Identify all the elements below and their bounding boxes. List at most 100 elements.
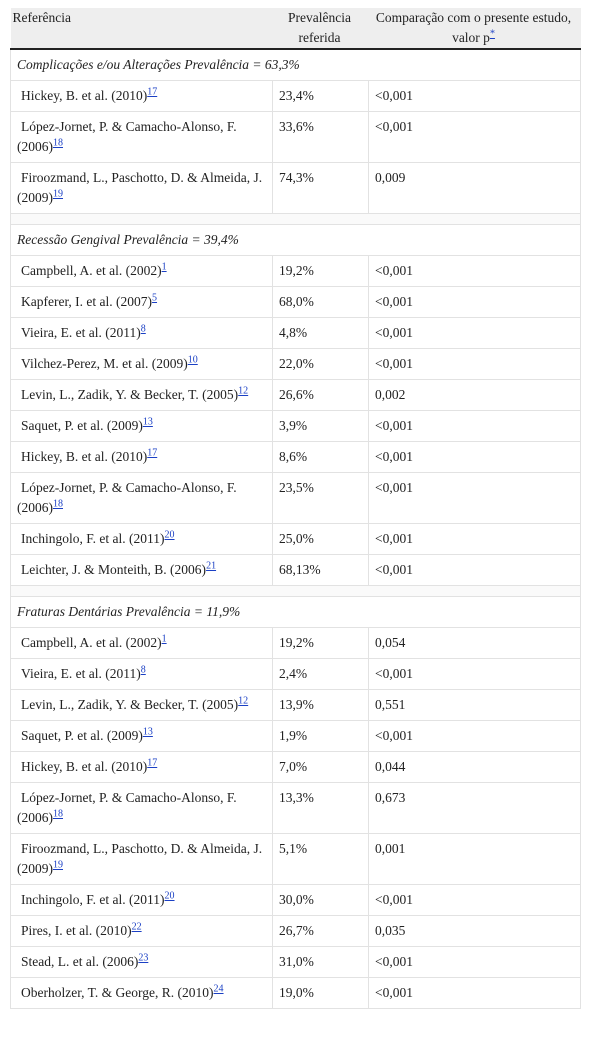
reference: López-Jornet, P. & Camacho-Alonso, F. (2…	[17, 480, 237, 515]
reference-link[interactable]: 5	[152, 292, 158, 304]
reference: Stead, L. et al. (2006)	[21, 954, 139, 969]
reference-sup: 20	[165, 530, 175, 541]
reference-sup: 23	[138, 953, 148, 964]
p-value: 0,001	[368, 833, 581, 885]
p-value: 0,002	[368, 379, 581, 411]
p-value: <0,001	[368, 80, 581, 112]
reference-link[interactable]: 18	[53, 498, 63, 510]
p-value: 0,009	[368, 162, 581, 214]
reference: Campbell, A. et al. (2002)	[21, 263, 162, 278]
data-row: Firoozmand, L., Paschotto, D. & Almeida,…	[10, 833, 581, 885]
reference-link[interactable]: 23	[138, 952, 149, 964]
reference: Inchingolo, F. et al. (2011)	[21, 892, 165, 907]
reference-link[interactable]: 1	[161, 261, 167, 273]
prevalence: 13,3%	[272, 782, 369, 834]
reference-link[interactable]: 20	[164, 890, 175, 902]
data-row: Oberholzer, T. & George, R. (2010)24 19,0…	[10, 977, 581, 1009]
data-row: Campbell, A. et al. (2002)1 19,2% 0,054	[10, 627, 581, 659]
reference: Firoozmand, L., Paschotto, D. & Almeida,…	[17, 170, 263, 205]
reference-link[interactable]: 24	[213, 983, 224, 995]
reference-sup: 10	[188, 355, 198, 366]
reference-link[interactable]: 17	[147, 757, 158, 769]
reference-cell: Oberholzer, T. & George, R. (2010)24	[10, 977, 273, 1009]
prevalence: 22,0%	[272, 348, 369, 380]
footnote-link[interactable]: *	[489, 28, 495, 40]
data-row: Kapferer, I. et al. (2007)5 68,0% <0,001	[10, 286, 581, 318]
reference-sup: 18	[53, 809, 63, 820]
p-value: 0,673	[368, 782, 581, 834]
reference-cell: Campbell, A. et al. (2002)1	[10, 255, 273, 287]
reference-cell: Firoozmand, L., Paschotto, D. & Almeida,…	[10, 162, 273, 214]
section-row: Complicações e/ou Alterações Prevalência…	[10, 49, 581, 81]
reference-link[interactable]: 18	[53, 808, 63, 820]
reference-sup: 5	[152, 293, 157, 304]
reference-link[interactable]: 17	[147, 86, 158, 98]
reference: López-Jornet, P. & Camacho-Alonso, F. (2…	[17, 119, 237, 154]
prevalence: 74,3%	[272, 162, 369, 214]
p-value: <0,001	[368, 554, 581, 586]
data-row: Campbell, A. et al. (2002)1 19,2% <0,001	[10, 255, 581, 287]
reference: Vieira, E. et al. (2011)	[21, 325, 141, 340]
p-value: <0,001	[368, 658, 581, 690]
reference-cell: Stead, L. et al. (2006)23	[10, 946, 273, 978]
p-value: <0,001	[368, 410, 581, 442]
data-row: López-Jornet, P. & Camacho-Alonso, F. (2…	[10, 472, 581, 524]
reference-link[interactable]: 8	[140, 664, 146, 676]
reference-cell: Saquet, P. et al. (2009)13	[10, 720, 273, 752]
reference-cell: Vilchez-Perez, M. et al. (2009)10	[10, 348, 273, 380]
prevalence: 33,6%	[272, 111, 369, 163]
p-value: <0,001	[368, 472, 581, 524]
reference-sup: 12	[238, 386, 248, 397]
reference-cell: Campbell, A. et al. (2002)1	[10, 627, 273, 659]
reference-sup: 21	[206, 561, 216, 572]
table-body: Complicações e/ou Alterações Prevalência…	[10, 49, 581, 1009]
reference: Hickey, B. et al. (2010)	[21, 88, 148, 103]
prevalence-table: Referência Prevalência referida Comparaç…	[10, 8, 581, 1009]
reference-link[interactable]: 1	[161, 633, 167, 645]
reference-link[interactable]: 13	[142, 416, 153, 428]
reference: Saquet, P. et al. (2009)	[21, 418, 143, 433]
reference-link[interactable]: 12	[238, 695, 249, 707]
section-row: Fraturas Dentárias Prevalência = 11,9%	[10, 596, 581, 628]
reference-cell: Inchingolo, F. et al. (2011)20	[10, 523, 273, 555]
prevalence: 68,13%	[272, 554, 369, 586]
reference-link[interactable]: 21	[206, 560, 217, 572]
reference: Campbell, A. et al. (2002)	[21, 635, 162, 650]
reference-link[interactable]: 22	[131, 921, 142, 933]
header-comparison: Comparação com o presente estudo, valor …	[368, 8, 581, 50]
reference-sup: 12	[238, 696, 248, 707]
reference-sup: 24	[214, 984, 224, 995]
reference-link[interactable]: 13	[142, 726, 153, 738]
reference-link[interactable]: 10	[187, 354, 198, 366]
header-prevalence: Prevalência referida	[272, 8, 369, 50]
reference-link[interactable]: 19	[53, 188, 63, 200]
prevalence: 5,1%	[272, 833, 369, 885]
reference-cell: Vieira, E. et al. (2011)8	[10, 658, 273, 690]
p-value: <0,001	[368, 286, 581, 318]
reference: López-Jornet, P. & Camacho-Alonso, F. (2…	[17, 790, 237, 825]
reference-cell: Vieira, E. et al. (2011)8	[10, 317, 273, 349]
reference-link[interactable]: 17	[147, 447, 158, 459]
reference-cell: Hickey, B. et al. (2010)17	[10, 80, 273, 112]
data-row: Hickey, B. et al. (2010)17 8,6% <0,001	[10, 441, 581, 473]
p-value: 0,551	[368, 689, 581, 721]
header-reference: Referência	[10, 8, 273, 50]
reference-sup: 18	[53, 138, 63, 149]
reference-link[interactable]: 8	[140, 323, 146, 335]
reference-link[interactable]: 18	[53, 137, 63, 149]
prevalence: 23,5%	[272, 472, 369, 524]
reference-link[interactable]: 12	[238, 385, 249, 397]
reference: Vilchez-Perez, M. et al. (2009)	[21, 356, 188, 371]
header-comparison-text: Comparação com o presente estudo, valor …	[375, 10, 572, 45]
p-value: <0,001	[368, 884, 581, 916]
data-row: Vieira, E. et al. (2011)8 2,4% <0,001	[10, 658, 581, 690]
data-row: López-Jornet, P. & Camacho-Alonso, F. (2…	[10, 111, 581, 163]
data-row: Hickey, B. et al. (2010)17 23,4% <0,001	[10, 80, 581, 112]
section-title: Fraturas Dentárias Prevalência = 11,9%	[10, 596, 581, 628]
reference: Firoozmand, L., Paschotto, D. & Almeida,…	[17, 841, 263, 876]
reference-link[interactable]: 20	[164, 529, 175, 541]
prevalence: 23,4%	[272, 80, 369, 112]
reference-link[interactable]: 19	[53, 859, 63, 871]
prevalence: 3,9%	[272, 410, 369, 442]
reference-sup: 1	[162, 634, 167, 645]
